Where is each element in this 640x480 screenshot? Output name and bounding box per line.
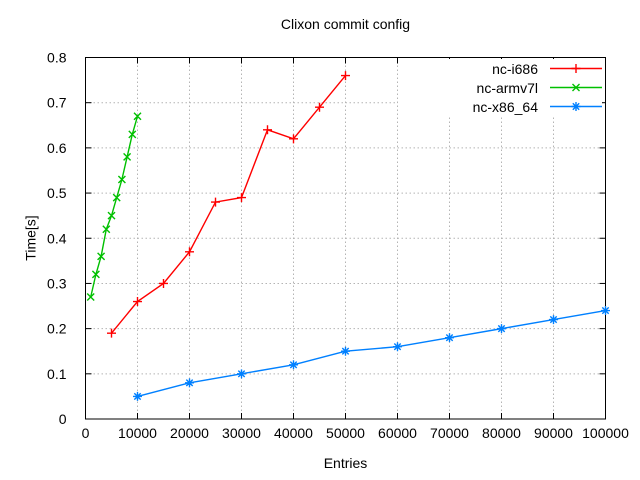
x-tick-label: 40000 [274,425,313,441]
x-tick-label: 70000 [430,425,469,441]
x-tick-label: 10000 [118,425,157,441]
series-line-nc-x86_64 [137,309,606,398]
y-tick-label: 0.8 [47,50,67,66]
x-tick-label: 100000 [582,425,629,441]
x-tick-label: 0 [82,425,90,441]
legend-sample-cross-marker [550,83,602,92]
x-axis-label: Entries [323,455,368,471]
legend-label: nc-i686 [492,60,538,77]
legend-sample-plus-marker [550,64,602,73]
legend: nc-i686 nc-armv7l nc-x86_64 [398,59,602,116]
legend-label: nc-x86_64 [472,98,538,115]
y-tick-label: 0.2 [47,321,67,337]
series-markers-nc-i686 [107,71,350,338]
series-line-nc-armv7l [90,116,139,298]
x-tick-label: 60000 [378,425,417,441]
x-tick-label: 80000 [482,425,521,441]
legend-label: nc-armv7l [476,79,538,96]
y-tick-label: 0.5 [47,185,67,201]
series-markers-nc-armv7l [86,112,142,301]
x-tick-label: 90000 [534,425,573,441]
legend-item-nc-i686: nc-i686 [398,59,602,78]
x-tick-label: 20000 [170,425,209,441]
y-tick-label: 0.6 [47,140,67,156]
x-tick-label: 50000 [326,425,365,441]
chart-title: Clixon commit config [280,16,411,32]
y-tick-label: 0.3 [47,275,67,291]
series-markers-nc-x86_64 [133,306,610,401]
y-tick-label: 0.4 [47,230,67,246]
y-tick-label: 0.1 [47,366,67,382]
y-tick-label: 0.7 [47,95,67,111]
legend-item-nc-x86_64: nc-x86_64 [398,97,602,116]
series-line-nc-i686 [110,75,347,334]
legend-item-nc-armv7l: nc-armv7l [398,78,602,97]
x-tick-label: 30000 [222,425,261,441]
legend-sample-asterisk-marker [550,102,602,111]
y-tick-label: 0 [59,411,67,427]
